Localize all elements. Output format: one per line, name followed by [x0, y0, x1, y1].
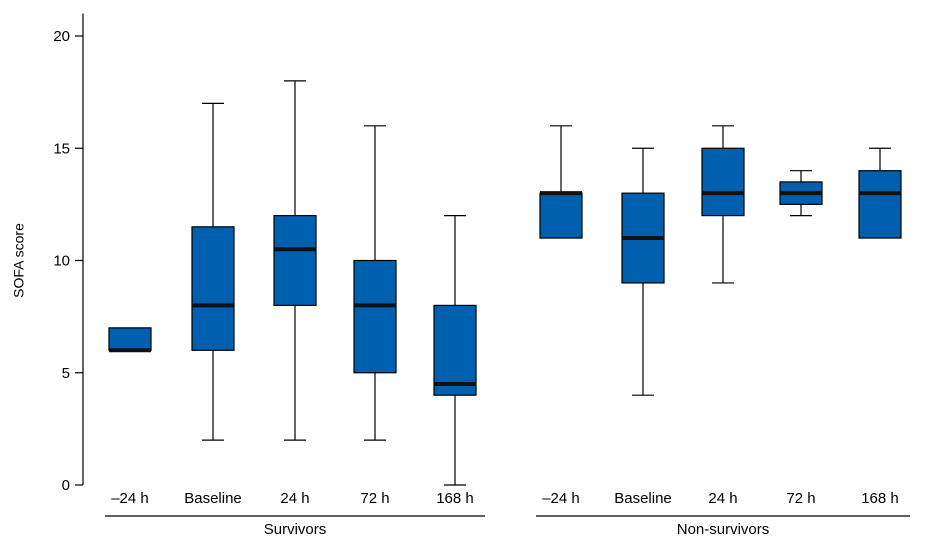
- box-item: [433, 215, 477, 486]
- y-tick-label: 10: [53, 253, 70, 270]
- box-iqr: [108, 327, 152, 351]
- category-label: 72 h: [786, 490, 815, 507]
- box-item: [273, 80, 317, 441]
- y-tick-label: 20: [53, 28, 70, 45]
- y-tick-label: 15: [53, 140, 70, 157]
- box-iqr: [191, 226, 235, 351]
- y-tick-label: 5: [62, 365, 70, 382]
- y-axis-label: SOFA score: [11, 223, 27, 298]
- category-label: 24 h: [280, 490, 309, 507]
- box-item: [108, 327, 152, 353]
- axes: 0 5 10 15 20 SOFA score: [11, 13, 84, 494]
- category-label: 168 h: [861, 490, 899, 507]
- category-label: 72 h: [360, 490, 389, 507]
- category-labels: –24 h Baseline 24 h 72 h 168 h –24 h Baseline 2…: [111, 490, 899, 507]
- y-tick-label: 0: [62, 477, 70, 494]
- box-item: [858, 147, 902, 239]
- y-ticks: 0 5 10 15 20: [53, 28, 83, 494]
- box-item: [701, 125, 745, 284]
- group-label: Non-survivors: [677, 521, 770, 538]
- group-labels: Survivors Non-survivors: [105, 515, 910, 538]
- box-item: [539, 125, 583, 239]
- box-iqr: [353, 259, 397, 374]
- category-label: 168 h: [436, 490, 474, 507]
- box-item: [353, 125, 397, 441]
- category-label: 24 h: [708, 490, 737, 507]
- box-item: [779, 170, 823, 217]
- box-iqr: [701, 147, 745, 217]
- box-item: [191, 102, 235, 441]
- category-label: Baseline: [614, 490, 672, 507]
- box-iqr: [858, 170, 902, 239]
- category-label: –24 h: [542, 490, 580, 507]
- box-item: [621, 147, 665, 396]
- boxes: [108, 80, 902, 486]
- category-label: –24 h: [111, 490, 149, 507]
- box-iqr: [433, 304, 477, 396]
- box-iqr: [539, 192, 583, 239]
- category-label: Baseline: [184, 490, 242, 507]
- group-label: Survivors: [264, 521, 327, 538]
- box-iqr: [273, 215, 317, 307]
